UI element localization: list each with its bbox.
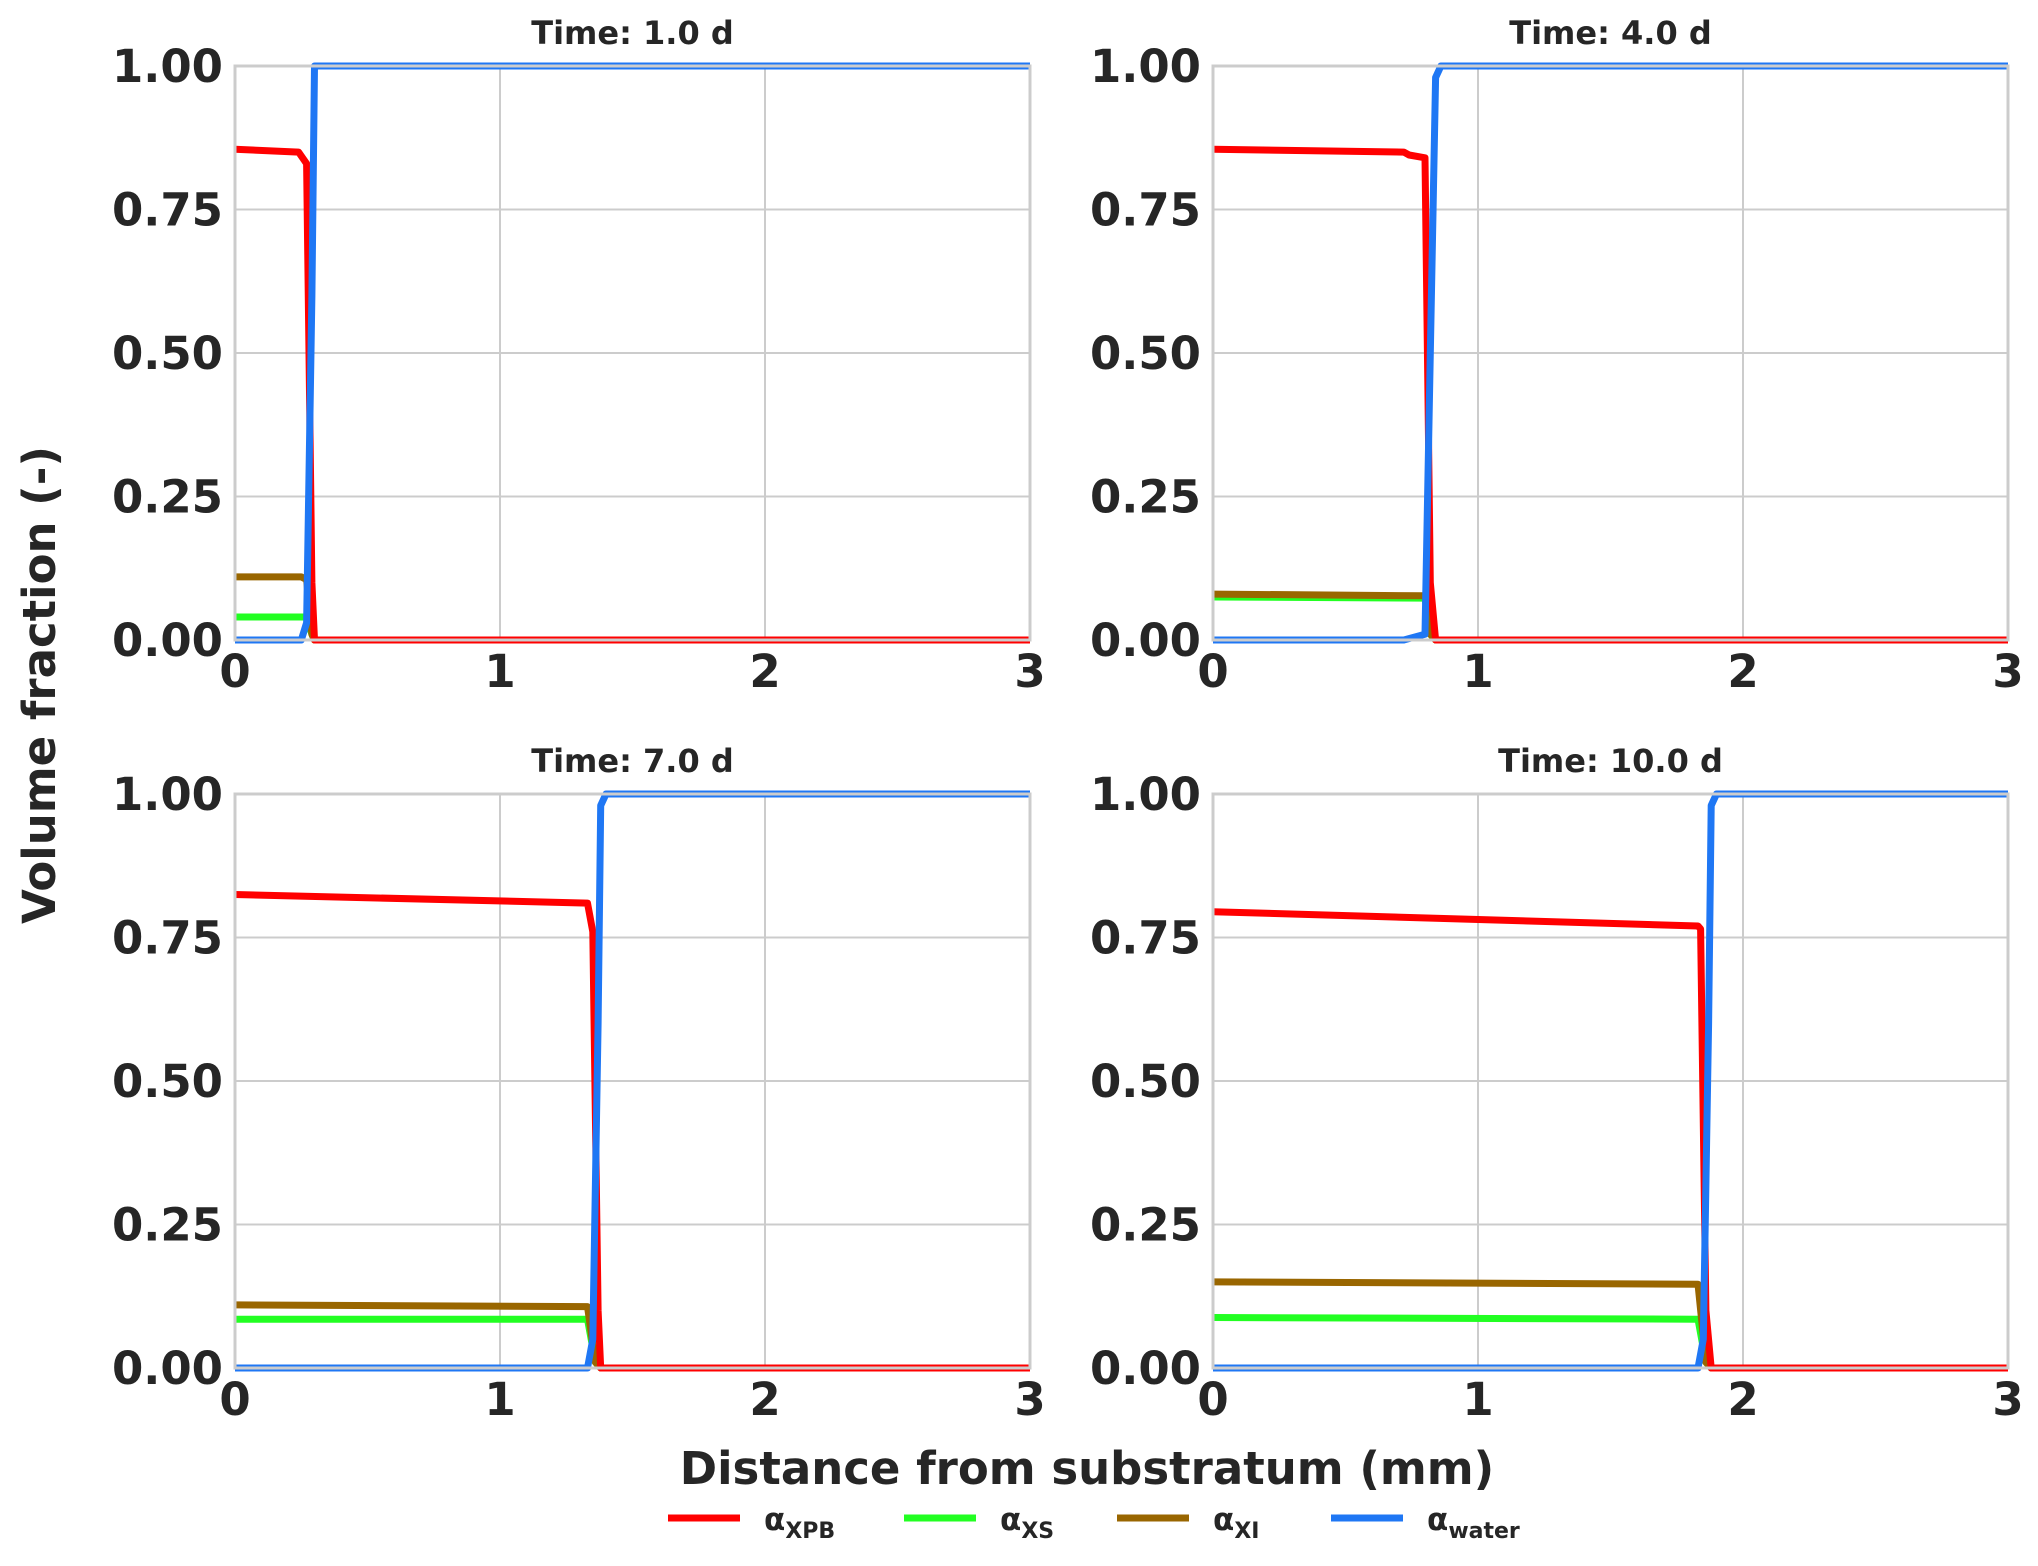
y-tick-label: 0.00 [112,1342,223,1395]
x-tick-label: 3 [1014,1373,1045,1426]
x-axis-label: Distance from substratum (mm) [680,1442,1494,1495]
series-line-xs [1212,1314,2008,1372]
legend-item-xi: αXI [1117,1502,1259,1544]
series-line-xpb [234,891,1030,1372]
y-tick-label: 0.00 [1090,1342,1201,1395]
series-line-xpb [1212,145,2008,644]
x-tick-label: 0 [219,1373,250,1426]
plot-frame [1211,792,2010,1370]
legend-label: αwater [1427,1502,1520,1544]
legend-item-water: αwater [1331,1502,1520,1544]
series-line-xi [234,1301,1030,1372]
x-tick-label: 3 [1992,1373,2023,1426]
y-axis-label: Volume fraction (-) [13,446,66,924]
legend-label-base: α [1213,1502,1234,1538]
x-tick-label: 2 [1727,645,1758,698]
subplot-1: 0 1 2 3 0.00 0.25 0.50 0.75 1.00 Time: 1.0 d [112,14,1046,698]
series-line-xpb [234,145,1030,644]
x-tick-label: 3 [1992,645,2023,698]
subplot-title: Time: 1.0 d [531,14,734,52]
subplot-4: 0 1 2 3 0.00 0.25 0.50 0.75 1.00 Time: 10.0 d [1090,742,2024,1426]
x-tick-label: 2 [749,645,780,698]
legend-label-subscript: XS [1021,1519,1054,1544]
subplot-title: Time: 4.0 d [1509,14,1712,52]
x-tick-label: 1 [484,645,515,698]
legend-label-base: α [764,1502,785,1538]
x-tick-label: 0 [219,645,250,698]
series-line-xs [235,1315,1030,1372]
x-tick-label: 2 [1727,1373,1758,1426]
x-tick-label: 3 [1014,645,1045,698]
x-tick-label: 1 [1462,645,1493,698]
y-tick-label: 0.75 [1090,184,1201,237]
legend: αXPB αXS αXI αwater [668,1502,1520,1544]
x-tick-label: 0 [1197,645,1228,698]
legend-label: αXPB [764,1502,835,1544]
y-tick-label: 0.50 [112,327,223,380]
legend-label: αXI [1213,1502,1259,1544]
legend-label-subscript: water [1448,1519,1520,1544]
series-line-xs [1212,593,2008,644]
y-tick-label: 1.00 [1090,768,1201,821]
legend-item-xpb: αXPB [668,1502,835,1544]
y-tick-label: 0.75 [1090,912,1201,965]
y-tick-label: 0.75 [112,184,223,237]
legend-item-xs: αXS [904,1502,1054,1544]
y-tick-label: 1.00 [112,768,223,821]
legend-label-base: α [1000,1502,1021,1538]
plot-frame [233,64,1032,642]
series-line-xi [235,573,1030,644]
series-line-xpb [1212,908,2008,1372]
plot-frame [1211,64,2010,642]
y-tick-label: 0.25 [112,471,223,524]
x-tick-label: 1 [484,1373,515,1426]
y-tick-label: 0.50 [1090,327,1201,380]
legend-label-subscript: XI [1234,1519,1259,1544]
legend-label-subscript: XPB [785,1519,835,1544]
legend-label: αXS [1000,1502,1054,1544]
x-tick-label: 0 [1197,1373,1228,1426]
y-tick-label: 0.50 [112,1055,223,1108]
y-tick-label: 0.00 [112,614,223,667]
y-tick-label: 0.25 [112,1199,223,1252]
subplot-title: Time: 7.0 d [531,742,734,780]
plot-frame [233,792,1032,1370]
y-tick-label: 0.75 [112,912,223,965]
y-tick-label: 0.25 [1090,1199,1201,1252]
y-tick-label: 0.00 [1090,614,1201,667]
subplot-2: 0 1 2 3 0.00 0.25 0.50 0.75 1.00 Time: 4.0 d [1090,14,2024,698]
y-tick-label: 1.00 [112,40,223,93]
subplot-3: 0 1 2 3 0.00 0.25 0.50 0.75 1.00 Time: 7.0 d [112,742,1046,1426]
series-line-xi [1212,1278,2008,1372]
y-tick-label: 0.25 [1090,471,1201,524]
subplot-title: Time: 10.0 d [1498,742,1723,780]
y-tick-label: 0.50 [1090,1055,1201,1108]
y-tick-label: 1.00 [1090,40,1201,93]
x-tick-label: 2 [749,1373,780,1426]
legend-label-base: α [1427,1502,1448,1538]
x-tick-label: 1 [1462,1373,1493,1426]
